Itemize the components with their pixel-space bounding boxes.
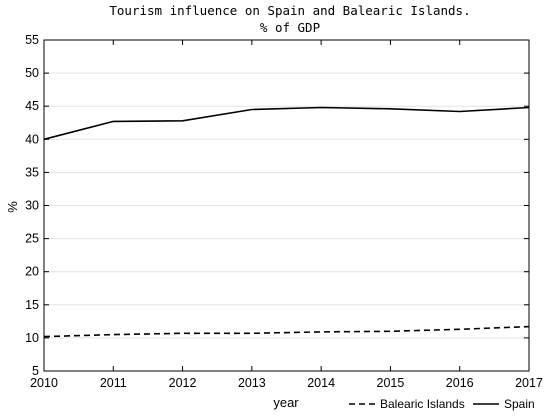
legend-label: Spain <box>504 397 535 411</box>
y-axis: 5 10 15 20 25 30 35 40 45 50 55 <box>25 33 529 378</box>
y-tick-label: 5 <box>32 364 39 378</box>
x-tick-label: 2011 <box>100 376 127 390</box>
chart-subtitle: % of GDP <box>260 20 320 35</box>
y-tick-label: 45 <box>25 99 39 113</box>
legend-label: Balearic Islands <box>380 397 465 411</box>
x-tick-label: 2012 <box>169 376 197 390</box>
y-axis-label: % <box>5 201 20 213</box>
series-group <box>43 106 530 338</box>
x-tick-label: 2016 <box>446 376 474 390</box>
chart-title: Tourism influence on Spain and Balearic … <box>109 3 470 18</box>
x-tick-label: 2010 <box>30 376 58 390</box>
series-line-spain <box>43 106 530 141</box>
y-tick-label: 40 <box>25 132 39 146</box>
x-axis: 2010 2011 2012 2013 2014 2015 2016 2017 <box>30 40 543 390</box>
y-tick-label: 20 <box>25 265 39 279</box>
x-tick-label: 2017 <box>515 376 543 390</box>
gridlines <box>44 72 529 339</box>
x-axis-label: year <box>273 395 299 410</box>
series-line-balearic-islands <box>43 325 530 338</box>
y-tick-label: 10 <box>25 331 39 345</box>
y-tick-label: 35 <box>25 165 39 179</box>
y-tick-label: 55 <box>25 33 39 47</box>
y-tick-label: 50 <box>25 66 39 80</box>
legend: Balearic Islands Spain <box>349 397 535 411</box>
y-tick-label: 15 <box>25 298 39 312</box>
y-tick-label: 25 <box>25 232 39 246</box>
x-tick-label: 2013 <box>238 376 266 390</box>
x-tick-label: 2015 <box>377 376 405 390</box>
x-tick-label: 2014 <box>307 376 335 390</box>
y-tick-label: 30 <box>25 199 39 213</box>
